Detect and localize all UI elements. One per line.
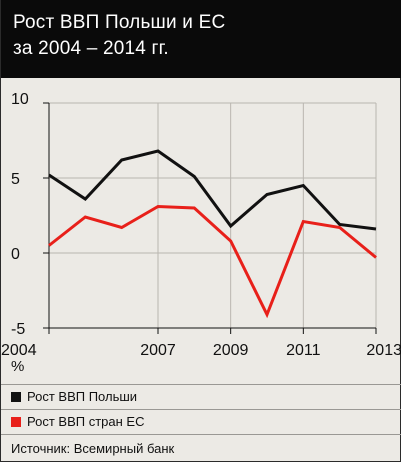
series-line-0 [48,149,377,231]
y-tick-label: 5 [11,171,20,188]
grid [48,102,377,329]
series-line-1 [48,204,377,319]
source-note: Источник: Всемирный банк [1,434,401,462]
legend-swatch-eu [11,416,21,427]
x-tick-label: 2011 [286,342,321,358]
chart-header: Рост ВВП Польши и ЕС за 2004 – 2014 гг. [1,0,401,78]
y-tick-label: 10 [11,91,29,108]
legend-item-eu: Рост ВВП стран ЕС [1,409,401,433]
legend-swatch-poland [11,391,21,402]
series-lines [48,149,377,319]
x-tick-label: 2004 [1,342,37,358]
y-axis-unit: % [11,358,25,375]
x-tick-label: 2009 [213,342,249,358]
line-chart: 10 5 0 -5 2004 2007 2009 2011 2013 [1,91,401,358]
legend-item-poland: Рост ВВП Польши [1,384,401,408]
axes [43,102,377,334]
tick-labels: 10 5 0 -5 2004 2007 2009 2011 2013 [1,91,401,358]
y-tick-label: -5 [11,321,25,338]
x-tick-label: 2013 [366,342,401,358]
legend-label-poland: Рост ВВП Польши [27,389,138,404]
x-tick-label: 2007 [140,342,176,358]
legend-label-eu: Рост ВВП стран ЕС [27,414,145,429]
chart-title: Рост ВВП Польши и ЕС за 2004 – 2014 гг. [13,12,226,59]
y-tick-label: 0 [11,246,20,263]
